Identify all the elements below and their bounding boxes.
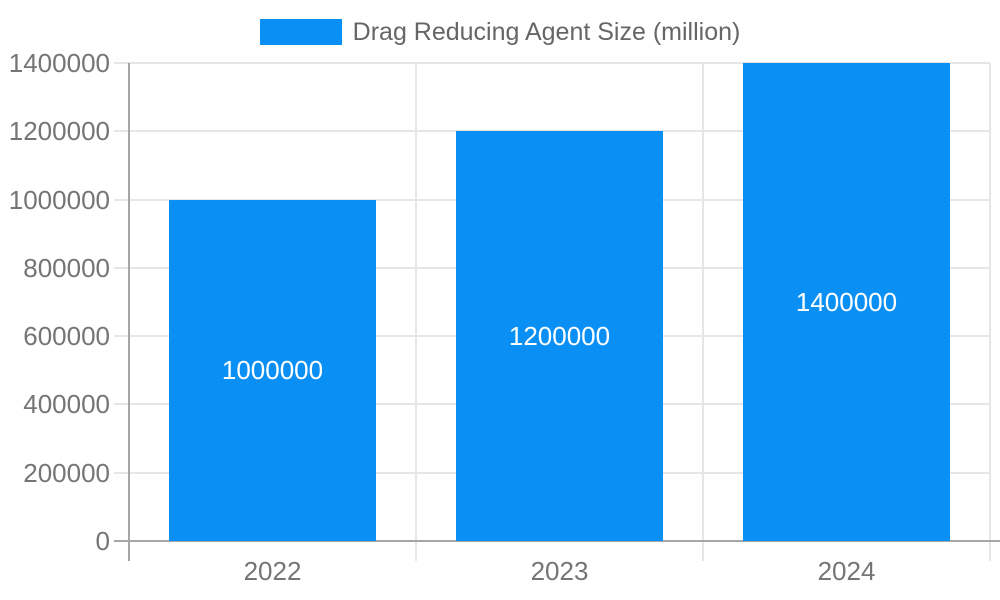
y-axis-tick-label: 0 (95, 526, 110, 556)
x-axis-line (114, 540, 1000, 542)
x-axis-tick-label: 2022 (243, 556, 302, 586)
bar-value-label: 1200000 (508, 321, 611, 352)
bar-value-label: 1000000 (221, 355, 324, 386)
legend[interactable]: Drag Reducing Agent Size (million) (0, 17, 1000, 47)
y-axis-tick-label: 400000 (23, 389, 110, 420)
legend-label: Drag Reducing Agent Size (million) (352, 18, 741, 46)
x-axis-tick-label: 2024 (817, 556, 876, 586)
x-gridline (415, 63, 417, 561)
x-axis-tick-label: 2023 (530, 556, 589, 586)
y-axis-tick-label: 200000 (23, 457, 110, 488)
y-axis-tick-label: 1000000 (8, 184, 110, 215)
bar-value-label: 1400000 (795, 287, 898, 317)
y-axis-line (128, 63, 130, 561)
bar[interactable]: 1400000 (743, 63, 950, 541)
x-gridline (989, 63, 991, 561)
bar[interactable]: 1000000 (169, 199, 376, 541)
y-axis-tick-label: 1400000 (8, 48, 110, 78)
bar[interactable]: 1200000 (456, 131, 663, 541)
x-gridline (702, 63, 704, 561)
y-axis-tick-label: 600000 (23, 321, 110, 352)
legend-swatch (259, 19, 342, 45)
y-gridline (114, 62, 990, 64)
y-axis-tick-label: 1200000 (8, 116, 110, 147)
y-axis-tick-label: 800000 (23, 252, 110, 283)
